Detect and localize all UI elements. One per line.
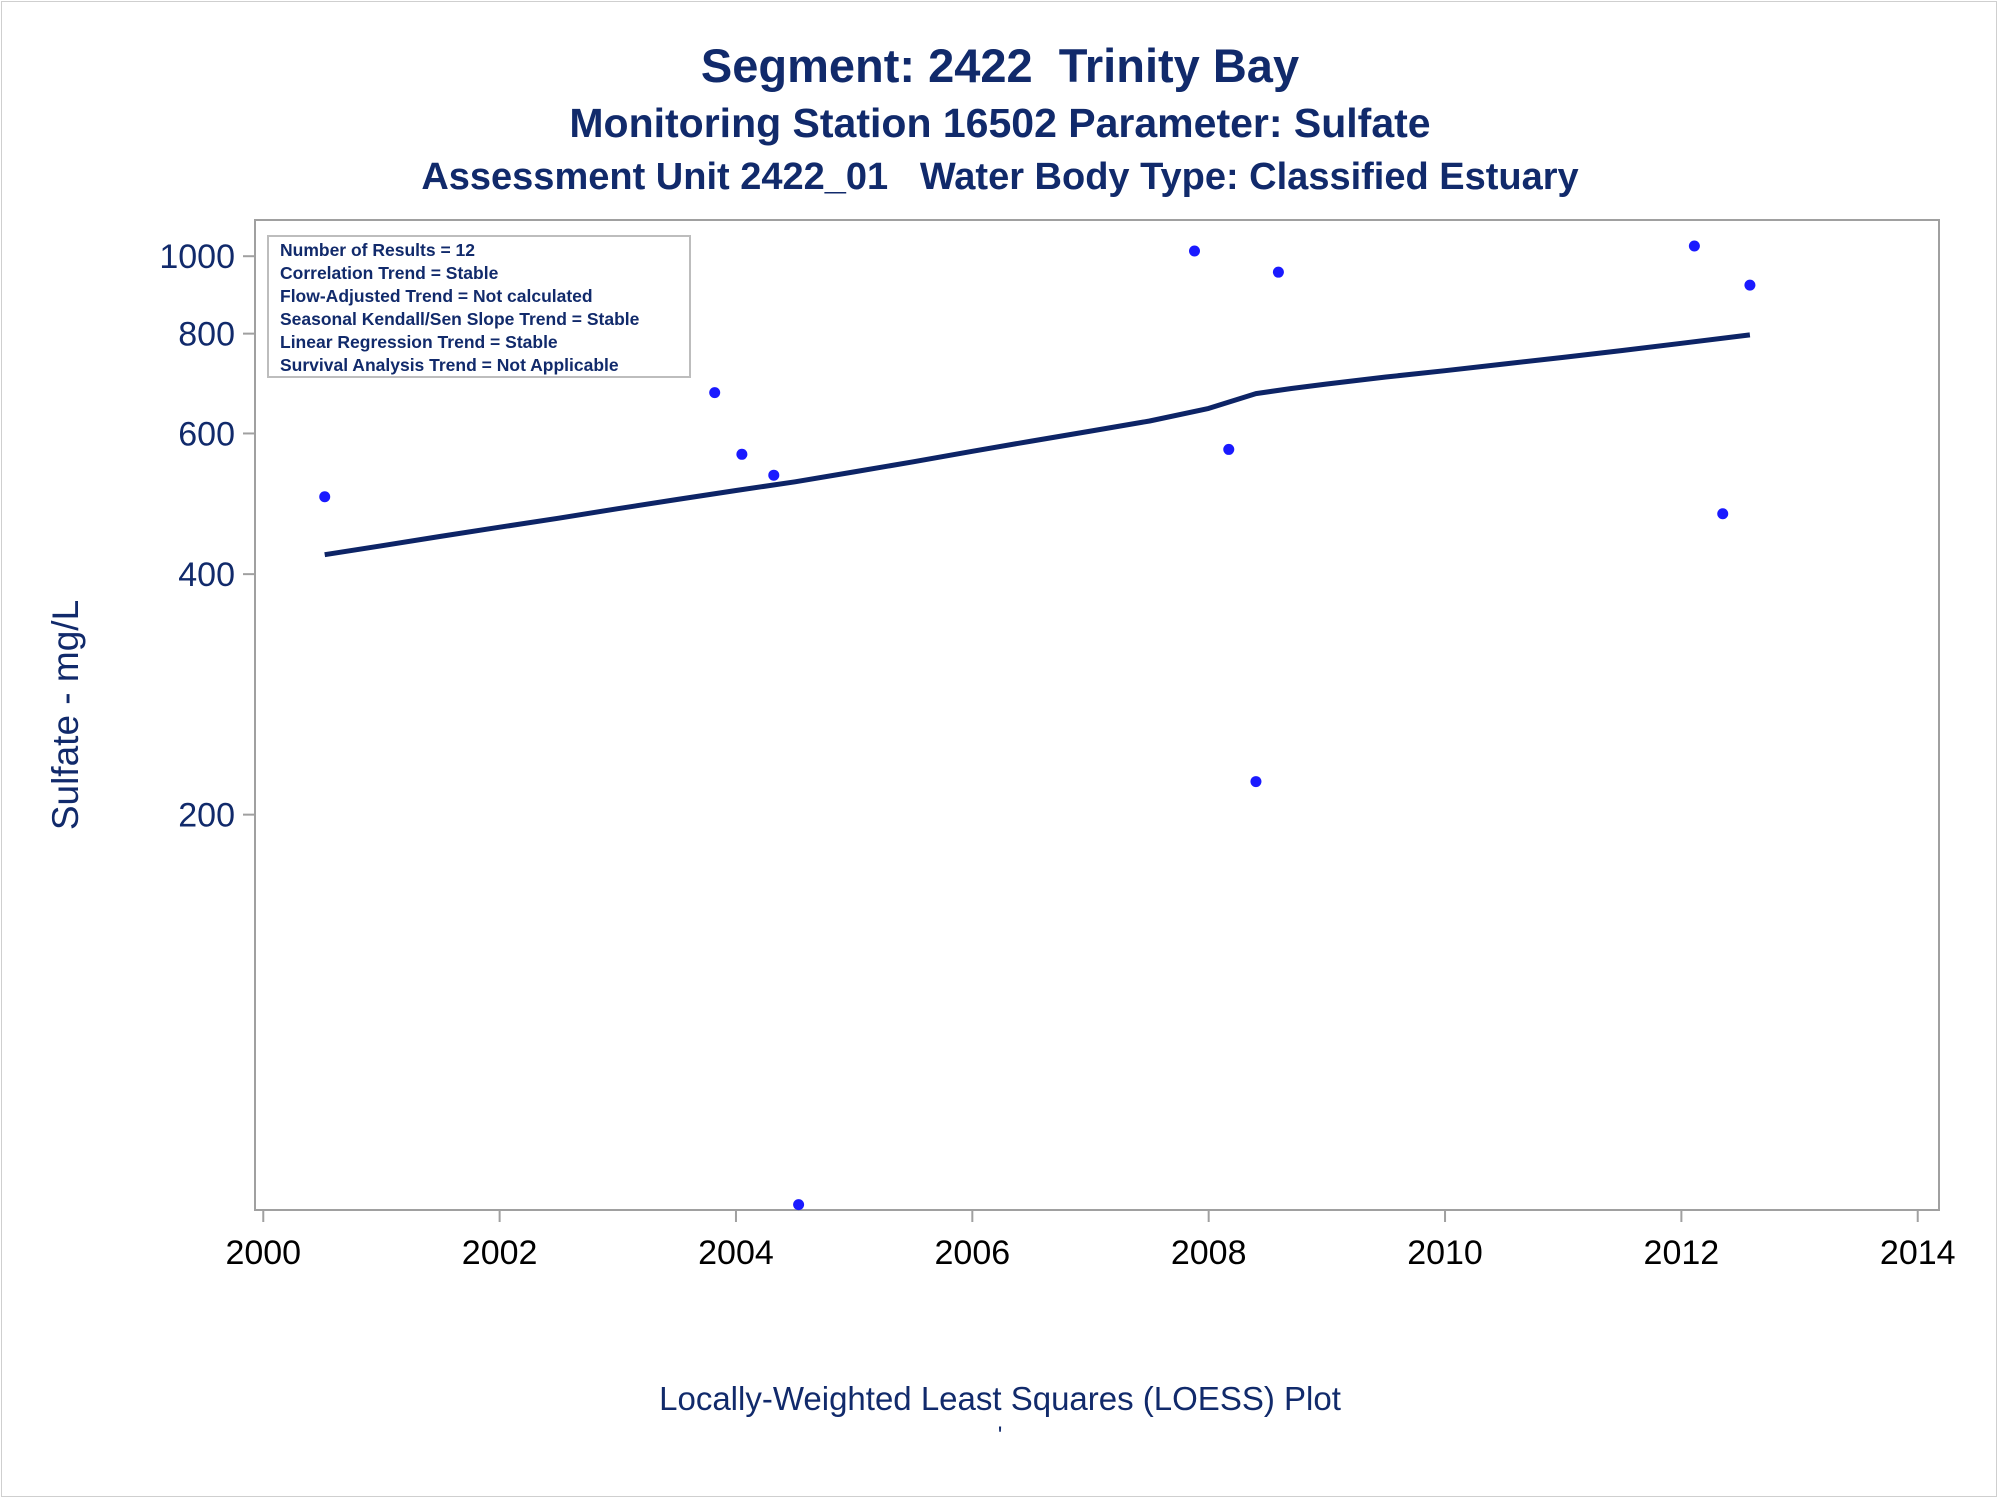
x-tick-label: 2008 [1171, 1234, 1247, 1272]
data-point [1717, 508, 1729, 520]
x-tick-label: 2014 [1880, 1234, 1956, 1272]
data-point [1272, 266, 1284, 278]
trend-info-line: Survival Analysis Trend = Not Applicable [280, 355, 619, 375]
loess-line [324, 332, 1751, 558]
series-layer [319, 240, 1756, 1211]
x-tick-label: 2012 [1644, 1234, 1720, 1272]
chart-subtitle-assessment: Assessment Unit 2422_01 Water Body Type:… [421, 156, 1579, 198]
x-axis: 2000 2002 2004 2006 2008 2010 2012 2014 [225, 1210, 1956, 1272]
x-tick-label: 2002 [462, 1234, 538, 1272]
chart-title: Segment: 2422 Trinity Bay [700, 39, 1300, 92]
trend-info-line: Correlation Trend = Stable [280, 263, 499, 283]
y-tick-label: 600 [178, 415, 235, 453]
data-point [1744, 279, 1756, 291]
chart-subtitle-station: Monitoring Station 16502 Parameter: Sulf… [569, 100, 1431, 146]
x-tick-label: 2006 [935, 1234, 1011, 1272]
trend-info-line: Number of Results = 12 [280, 240, 475, 260]
y-axis-label: Sulfate - mg/L [45, 600, 86, 830]
data-point [793, 1199, 805, 1211]
y-tick-label: 1000 [159, 238, 235, 276]
data-point [709, 387, 721, 399]
y-tick-label: 200 [178, 797, 235, 835]
data-point [1223, 443, 1235, 455]
data-point [1688, 240, 1700, 252]
plot-footnote: Locally-Weighted Least Squares (LOESS) P… [659, 1380, 1341, 1417]
data-point [736, 448, 748, 460]
y-tick-label: 800 [178, 316, 235, 354]
trend-info-box-border [267, 235, 691, 378]
footnote-mark: ' [997, 1422, 1003, 1449]
data-point [768, 469, 780, 481]
trend-info-line: Linear Regression Trend = Stable [280, 332, 558, 352]
y-tick-label: 400 [178, 556, 235, 594]
x-tick-label: 2000 [225, 1234, 301, 1272]
plot-area-frame [254, 219, 1940, 1211]
data-point [1188, 245, 1200, 257]
x-tick-label: 2010 [1407, 1234, 1483, 1272]
data-point [319, 491, 331, 503]
x-tick-label: 2004 [698, 1234, 774, 1272]
trend-info-line: Seasonal Kendall/Sen Slope Trend = Stabl… [280, 309, 640, 329]
data-point [1250, 776, 1262, 788]
trend-info-box: Number of Results = 12 Correlation Trend… [267, 235, 691, 378]
trend-info-line: Flow-Adjusted Trend = Not calculated [280, 286, 593, 306]
y-axis: 200 400 600 800 1000 [159, 238, 255, 835]
